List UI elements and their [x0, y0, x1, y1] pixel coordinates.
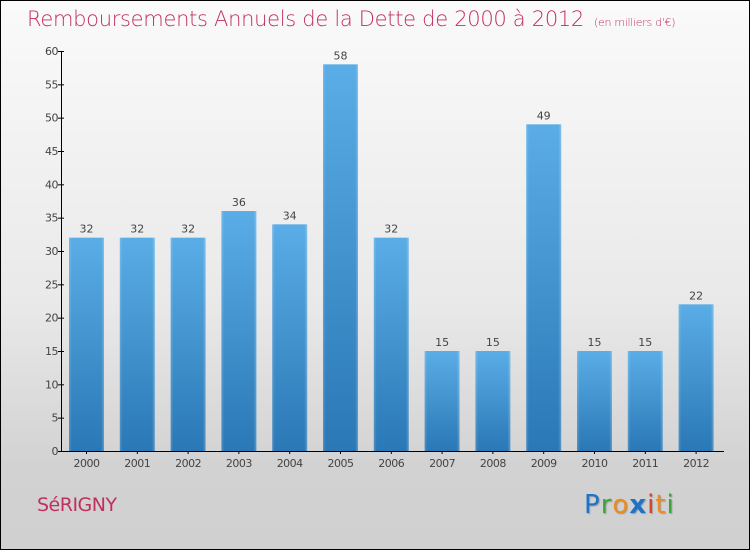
bars-group: 32 32 32 36 34 58 32 15 15 49 15 15 22 [69, 49, 714, 452]
x-axis: 2000 2001 2002 2003 2004 2005 2006 2007 2008 2009… [61, 451, 724, 470]
x-tick-label-2012: 2012 [683, 457, 709, 470]
proxiti-logo: Proxiti [584, 490, 675, 520]
y-tick-label-10: 10 [45, 378, 58, 391]
data-label-2000: 32 [80, 223, 94, 236]
data-label-2011: 15 [638, 336, 652, 349]
data-label-2003: 36 [232, 196, 246, 209]
x-tick-label-2011: 2011 [632, 457, 658, 470]
data-label-2010: 15 [588, 336, 602, 349]
town-name: SéRIGNY [37, 494, 117, 516]
y-tick-label-20: 20 [45, 312, 58, 325]
logo-letter: r [600, 490, 613, 520]
data-label-2005: 58 [334, 49, 348, 62]
x-tick-label-2005: 2005 [328, 457, 354, 470]
y-tick-label-5: 5 [52, 412, 59, 425]
logo-letter: t [655, 490, 667, 520]
logo-letter: i [666, 490, 675, 520]
y-tick-label-50: 50 [45, 112, 58, 125]
y-tick-label-40: 40 [45, 178, 58, 191]
bar-highlight-2009 [526, 124, 562, 451]
x-tick-label-2002: 2002 [175, 457, 201, 470]
bar-highlight-2005 [323, 64, 358, 452]
x-tick-label-2000: 2000 [74, 457, 100, 470]
bar-highlight-2000 [69, 237, 104, 451]
chart-title: Remboursements Annuels de la Dette de 20… [27, 7, 675, 31]
data-label-2007: 15 [435, 336, 449, 349]
chart-title-text: Remboursements Annuels de la Dette de 20… [27, 7, 584, 31]
bar-highlight-2007 [424, 351, 460, 451]
data-label-2012: 22 [689, 289, 703, 302]
x-tick-label-2008: 2008 [480, 457, 506, 470]
y-tick-label-25: 25 [45, 278, 58, 291]
y-tick-label-0: 0 [52, 445, 59, 458]
bar-highlight-2006 [373, 237, 409, 451]
chart-subtitle: (en milliers d'€) [594, 16, 676, 29]
bar-highlight-2008 [475, 351, 511, 451]
y-tick-label-60: 60 [45, 45, 58, 58]
x-tick-label-2010: 2010 [582, 457, 608, 470]
x-tick-label-2009: 2009 [531, 457, 557, 470]
bar-highlight-2012 [678, 304, 714, 451]
bar-highlight-2002 [170, 237, 206, 451]
y-tick-label-55: 55 [45, 78, 58, 91]
logo-letter: x [629, 490, 648, 520]
x-tick-label-2001: 2001 [124, 457, 150, 470]
y-tick-label-15: 15 [45, 345, 58, 358]
x-tick-label-2004: 2004 [277, 457, 303, 470]
y-tick-label-30: 30 [45, 245, 58, 258]
data-label-2002: 32 [181, 223, 195, 236]
bar-highlight-2001 [119, 237, 155, 451]
bar-highlight-2004 [272, 224, 308, 451]
x-tick-label-2007: 2007 [429, 457, 455, 470]
x-tick-label-2006: 2006 [378, 457, 404, 470]
logo-letter: P [584, 490, 601, 520]
logo-letter: o [612, 490, 630, 520]
data-label-2006: 32 [384, 223, 398, 236]
data-label-2008: 15 [486, 336, 500, 349]
bar-highlight-2011 [627, 351, 663, 451]
data-label-2009: 49 [537, 109, 551, 122]
y-axis: 0 5 10 15 20 25 30 35 40 45 50 55 60 [45, 45, 64, 458]
bar-highlight-2003 [221, 211, 257, 451]
logo-letter: i [647, 490, 656, 520]
data-label-2001: 32 [130, 223, 144, 236]
data-label-2004: 34 [283, 209, 297, 222]
bar-highlight-2010 [577, 351, 612, 451]
x-tick-label-2003: 2003 [226, 457, 252, 470]
y-tick-label-45: 45 [45, 145, 58, 158]
y-tick-label-35: 35 [45, 212, 58, 225]
